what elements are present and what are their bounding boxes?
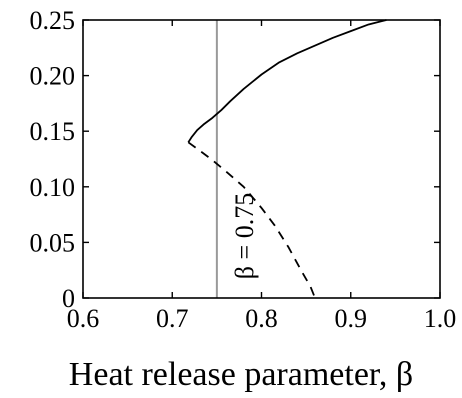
x-tick-label: 0.8 [245,304,278,333]
x-tick-label: 0.6 [67,304,100,333]
y-tick-label: 0.20 [30,62,76,91]
y-tick-label: 0.25 [30,6,76,35]
plot-frame [82,19,441,299]
x-tick-label: 0.7 [156,304,189,333]
y-tick-label: 0.10 [30,173,76,202]
reference-line-annotation: β = 0.75 [230,193,259,279]
dashed-series-line [187,141,316,299]
x-axis-label: Heat release parameter, β [69,356,413,393]
x-tick-label: 1.0 [424,304,457,333]
text-layer: 0.6 0.7 0.8 0.9 1.0 0 0.05 0.10 0.15 0.20 0.25 Heat… [30,6,457,393]
solid-series-line [187,19,387,143]
y-tick-label: 0.15 [30,117,76,146]
y-tick-label: 0 [62,284,75,313]
y-tick-label: 0.05 [30,228,76,257]
data-lines-layer [187,19,387,299]
axes-frame-layer [82,19,441,299]
x-tick-label: 0.9 [335,304,368,333]
